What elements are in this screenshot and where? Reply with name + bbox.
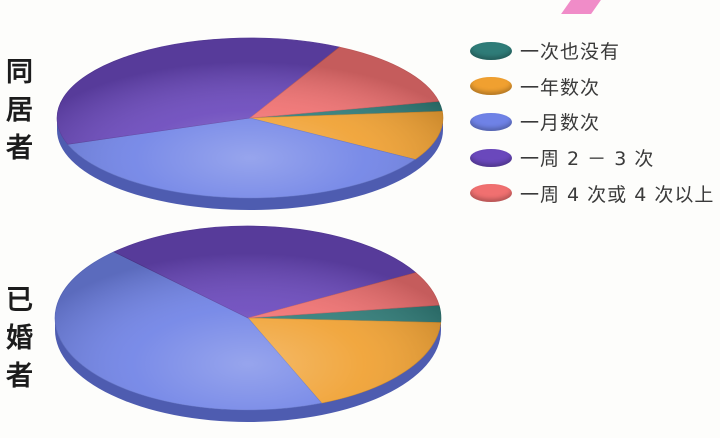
legend-item-few-per-month: 一月数次 bbox=[470, 104, 714, 140]
legend-item-never: 一次也没有 bbox=[470, 33, 714, 69]
legend-swatch-few-per-year bbox=[470, 77, 512, 96]
legend: 一次也没有 一年数次 一月数次 一周 2 － 3 次 一周 4 次或 4 次以上 bbox=[470, 33, 714, 211]
legend-item-4-plus-per-week: 一周 4 次或 4 次以上 bbox=[470, 175, 714, 211]
row-label-cohabiting-text: 同居者 bbox=[6, 57, 33, 164]
row-label-married-text: 已婚者 bbox=[6, 285, 33, 392]
pie-shine-1 bbox=[55, 226, 441, 410]
row-label-cohabiting: 同居者 bbox=[6, 54, 33, 168]
legend-swatch-4-plus-per-week bbox=[470, 184, 512, 203]
legend-swatch-never bbox=[470, 41, 512, 60]
legend-label-few-per-year: 一年数次 bbox=[520, 76, 601, 99]
legend-item-few-per-year: 一年数次 bbox=[470, 69, 714, 105]
legend-label-4-plus-per-week: 一周 4 次或 4 次以上 bbox=[520, 183, 715, 206]
legend-swatch-2-3-per-week bbox=[470, 148, 512, 167]
legend-swatch-few-per-month bbox=[470, 112, 512, 131]
legend-label-few-per-month: 一月数次 bbox=[520, 112, 601, 135]
legend-label-2-3-per-week: 一周 2 － 3 次 bbox=[520, 148, 655, 171]
legend-item-2-3-per-week: 一周 2 － 3 次 bbox=[470, 140, 714, 176]
legend-label-never: 一次也没有 bbox=[520, 41, 621, 64]
pie-shine-0 bbox=[57, 38, 443, 198]
row-label-married: 已婚者 bbox=[6, 282, 33, 396]
